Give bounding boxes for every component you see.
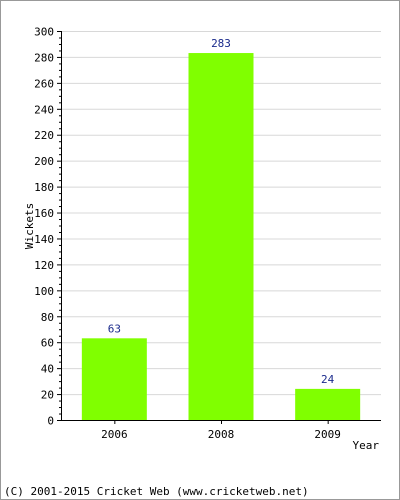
- bar-2009: [295, 388, 361, 420]
- y-tick-label: 200: [34, 155, 54, 168]
- x-tick-label: 2006: [101, 428, 128, 441]
- y-tick-label: 80: [41, 311, 54, 324]
- labels: 0 20 40 60 80 100 120 140 160 180 200 220 240 260 280 3…: [34, 26, 341, 442]
- x-tick-label: 2008: [208, 428, 235, 441]
- y-tick-label: 120: [34, 259, 54, 272]
- footer-copyright: (C) 2001-2015 Cricket Web (www.cricketwe…: [4, 485, 309, 498]
- data-label-2008: 283: [211, 37, 231, 50]
- y-tick-label: 160: [34, 207, 54, 220]
- y-tick-label: 300: [34, 26, 54, 39]
- data-label-2009: 24: [321, 373, 335, 386]
- y-tick-label: 220: [34, 129, 54, 142]
- x-tick-label: 2009: [314, 428, 341, 441]
- y-tick-label: 140: [34, 233, 54, 246]
- bar-2008: [188, 53, 254, 420]
- y-tick-label: 100: [34, 285, 54, 298]
- y-tick-label: 20: [41, 389, 54, 402]
- y-tick-label: 260: [34, 77, 54, 90]
- x-axis-title: Year: [353, 439, 380, 452]
- data-label-2006: 63: [108, 322, 121, 335]
- y-tick-label: 280: [34, 51, 54, 64]
- y-axis-title: Wickets: [23, 203, 36, 249]
- y-tick-label: 240: [34, 103, 54, 116]
- bar-2006: [81, 338, 147, 420]
- bars: [81, 53, 361, 420]
- y-tick-label: 40: [41, 363, 54, 376]
- y-tick-label: 0: [47, 415, 54, 428]
- y-tick-label: 180: [34, 181, 54, 194]
- y-tick-label: 60: [41, 337, 54, 350]
- axes: [57, 31, 381, 424]
